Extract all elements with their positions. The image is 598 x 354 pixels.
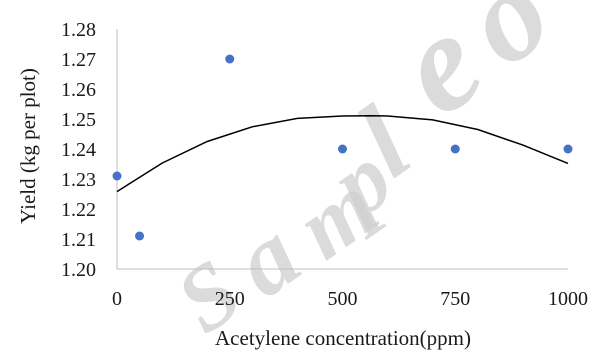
data-point (112, 171, 122, 181)
data-point (225, 54, 235, 64)
data-points (112, 54, 573, 241)
y-tick-label: 1.24 (61, 139, 96, 161)
y-tick-label: 1.23 (61, 169, 96, 191)
x-tick-labels: 0 250 500 750 1000 (112, 288, 588, 310)
x-tick-label: 1000 (548, 288, 588, 310)
y-tick-label: 1.28 (61, 19, 96, 41)
x-tick-label: 500 (328, 288, 358, 310)
y-tick-labels: 1.20 1.21 1.22 1.23 1.24 1.25 1.26 1.27 1.28 (61, 19, 96, 281)
x-tick-label: 750 (440, 288, 470, 310)
y-tick-label: 1.20 (61, 259, 96, 281)
trendline (116, 114, 569, 193)
axes (116, 29, 568, 270)
y-tick-label: 1.25 (61, 109, 96, 131)
x-axis-title: Acetylene concentration(ppm) (215, 326, 471, 350)
x-tick-label: 0 (112, 288, 122, 310)
trendline-curve (116, 114, 569, 193)
data-point (450, 144, 460, 154)
y-tick-label: 1.22 (61, 199, 96, 221)
y-tick-label: 1.21 (61, 229, 96, 251)
data-point (563, 144, 573, 154)
y-tick-label: 1.27 (61, 49, 96, 71)
y-tick-label: 1.26 (61, 79, 96, 101)
data-point (135, 231, 145, 241)
y-axis-title: Yield (kg per plot) (16, 68, 40, 224)
data-point (338, 144, 347, 154)
x-tick-label: 250 (215, 288, 245, 310)
